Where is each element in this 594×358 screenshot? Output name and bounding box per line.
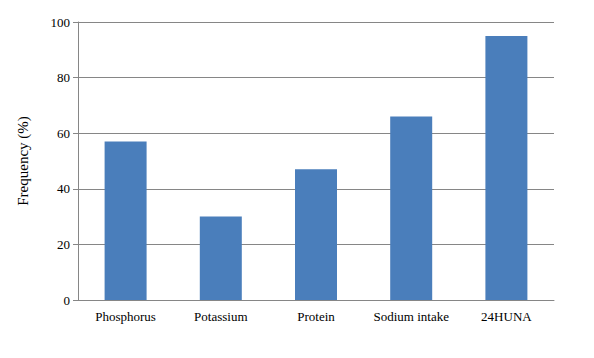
svg-text:40: 40 [57,181,70,196]
svg-text:Protein: Protein [297,309,335,324]
svg-text:Sodium intake: Sodium intake [373,309,449,324]
svg-text:0: 0 [64,293,71,308]
svg-text:Potassium: Potassium [194,309,247,324]
svg-text:100: 100 [51,15,71,30]
svg-text:20: 20 [57,237,70,252]
svg-text:80: 80 [57,70,70,85]
svg-text:Phosphorus: Phosphorus [95,309,156,324]
svg-text:Frequency (%): Frequency (%) [15,116,32,206]
svg-text:24HUNA: 24HUNA [481,309,532,324]
svg-text:60: 60 [57,126,70,141]
